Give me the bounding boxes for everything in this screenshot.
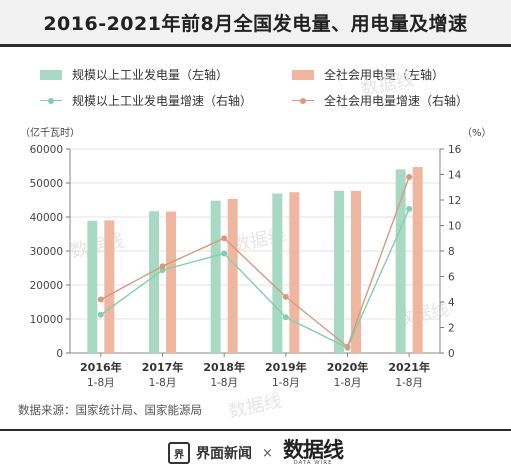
legend-swatch-electricity-use bbox=[292, 69, 314, 80]
point-s3-0 bbox=[97, 296, 104, 303]
legend-swatch-power-generation bbox=[40, 69, 62, 80]
bar-s1-3 bbox=[289, 192, 300, 353]
bar-s1-5 bbox=[412, 167, 423, 353]
legend-label-generation-growth: 规模以上工业发电量增速（右轴） bbox=[72, 94, 253, 108]
bar-s1-1 bbox=[166, 211, 176, 353]
bar-s0-4 bbox=[334, 190, 344, 353]
x-tick-sublabel-4: 1-8月 bbox=[334, 377, 362, 389]
right-tick-label-2: 4 bbox=[448, 297, 455, 309]
bar-s0-0 bbox=[87, 220, 98, 353]
jiemian-logo-icon: 界 bbox=[168, 442, 191, 464]
brand-jiemian: 界 界面新闻 bbox=[168, 442, 252, 464]
footer-brands: 界 界面新闻 × 数据线 DATA WIRE bbox=[0, 436, 511, 470]
line-s2 bbox=[100, 208, 410, 349]
right-tick-label-1: 2 bbox=[448, 323, 455, 335]
left-tick-label-6: 60000 bbox=[30, 144, 63, 156]
right-tick-label-7: 14 bbox=[448, 170, 462, 182]
point-s3-3 bbox=[282, 293, 289, 300]
brand-separator: × bbox=[262, 445, 273, 461]
legend-item-use-growth: 全社会用电量增速（右轴） bbox=[292, 92, 468, 109]
bar-s1-4 bbox=[351, 190, 361, 353]
brand-data-wire-sub: DATA WIRE bbox=[293, 460, 333, 467]
bar-s0-2 bbox=[210, 200, 221, 353]
x-tick-label-2: 2018年 bbox=[203, 360, 245, 374]
point-s2-5 bbox=[406, 205, 413, 212]
point-s2-0 bbox=[97, 311, 104, 318]
legend-item-generation-growth: 规模以上工业发电量增速（右轴） bbox=[40, 92, 252, 109]
left-tick-label-0: 0 bbox=[56, 348, 63, 360]
line-s3 bbox=[100, 176, 410, 348]
x-tick-label-3: 2019年 bbox=[265, 360, 307, 374]
legend-item-power-generation: 规模以上工业发电量（左轴） bbox=[40, 66, 228, 83]
footer-divider bbox=[0, 429, 511, 431]
x-tick-label-0: 2016年 bbox=[80, 360, 122, 374]
legend-swatch-generation-growth bbox=[40, 96, 62, 106]
legend-label-electricity-use: 全社会用电量（左轴） bbox=[324, 68, 445, 82]
right-tick-label-0: 0 bbox=[448, 348, 455, 360]
bar-s0-1 bbox=[149, 211, 159, 353]
x-tick-sublabel-5: 1-8月 bbox=[395, 377, 423, 389]
x-tick-sublabel-2: 1-8月 bbox=[210, 377, 238, 389]
left-tick-label-3: 30000 bbox=[30, 246, 63, 258]
title-bar: 2016-2021年前8月全国发电量、用电量及增速 bbox=[0, 0, 511, 47]
chart-title: 2016-2021年前8月全国发电量、用电量及增速 bbox=[43, 13, 468, 35]
data-source: 数据来源：国家统计局、国家能源局 bbox=[18, 403, 202, 417]
right-tick-label-8: 16 bbox=[448, 144, 462, 156]
bar-s0-5 bbox=[395, 169, 406, 353]
bar-s0-3 bbox=[272, 193, 283, 353]
x-tick-label-5: 2021年 bbox=[388, 360, 430, 374]
right-tick-label-5: 10 bbox=[448, 221, 461, 233]
x-tick-label-1: 2017年 bbox=[142, 360, 184, 374]
point-s3-2 bbox=[221, 235, 228, 242]
brand-data-wire-logo: 数据线 bbox=[282, 437, 344, 463]
legend-swatch-use-growth bbox=[292, 96, 314, 106]
brand-jiemian-label: 界面新闻 bbox=[196, 446, 253, 462]
point-s2-3 bbox=[282, 314, 289, 321]
right-tick-label-3: 6 bbox=[448, 272, 455, 284]
legend-label-power-generation: 规模以上工业发电量（左轴） bbox=[72, 68, 229, 82]
x-tick-sublabel-0: 1-8月 bbox=[87, 377, 115, 389]
point-s3-1 bbox=[159, 263, 166, 270]
left-axis-unit: （亿千瓦时） bbox=[20, 128, 80, 139]
bar-s1-2 bbox=[227, 198, 238, 353]
brand-data-wire: 数据线 DATA WIRE bbox=[282, 437, 344, 467]
left-tick-label-2: 20000 bbox=[30, 280, 63, 292]
right-axis-unit: （%） bbox=[462, 128, 492, 139]
point-s3-5 bbox=[406, 174, 413, 181]
x-tick-sublabel-3: 1-8月 bbox=[272, 377, 300, 389]
x-tick-label-4: 2020年 bbox=[327, 360, 369, 374]
point-s2-2 bbox=[221, 250, 228, 257]
left-tick-label-4: 40000 bbox=[30, 212, 63, 224]
legend-label-use-growth: 全社会用电量增速（右轴） bbox=[324, 94, 469, 108]
right-tick-label-4: 8 bbox=[448, 246, 455, 258]
bar-s1-0 bbox=[104, 220, 115, 353]
left-tick-label-1: 10000 bbox=[30, 314, 63, 326]
right-tick-label-6: 12 bbox=[448, 195, 461, 207]
point-s3-4 bbox=[344, 343, 351, 350]
x-tick-sublabel-1: 1-8月 bbox=[149, 377, 177, 389]
legend-item-electricity-use: 全社会用电量（左轴） bbox=[292, 66, 444, 83]
left-tick-label-5: 50000 bbox=[30, 178, 63, 190]
